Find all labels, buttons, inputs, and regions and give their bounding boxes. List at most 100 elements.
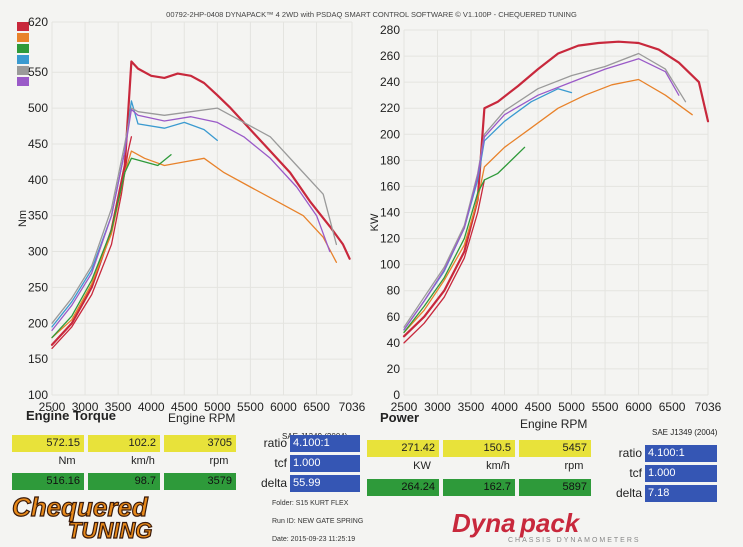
torque-xtick-label: 3500 [105, 400, 132, 414]
power-tcf-value: 1.000 [645, 465, 717, 482]
power-ytick-label: 120 [380, 232, 400, 246]
torque-xtick-label: 3000 [72, 400, 99, 414]
torque-chart-title: Engine Torque [26, 408, 117, 423]
power-ytick-label: 140 [380, 206, 400, 220]
power-peak-speed: 150.5 [443, 440, 515, 457]
power-ytick-label: 280 [380, 23, 400, 37]
torque-xtick-label: 5000 [204, 400, 231, 414]
torque-ytick-label: 250 [28, 280, 48, 294]
power-ytick-label: 240 [380, 75, 400, 89]
power-xtick-label: 6500 [659, 400, 686, 414]
torque-ratio-label: ratio [263, 436, 287, 450]
power-ytick-label: 260 [380, 49, 400, 63]
power-tcf-label: tcf [629, 466, 642, 480]
legend-swatch [17, 55, 29, 64]
power-delta-label: delta [615, 486, 642, 500]
torque-ratio-value: 4.100:1 [290, 435, 360, 452]
torque-series-line [51, 154, 172, 339]
folder-info: Folder: S15 KURT FLEX [272, 500, 349, 507]
svg-text:pack: pack [519, 508, 581, 538]
torque-unit-rpm: rpm [209, 455, 229, 467]
power-compare-speed: 162.7 [443, 479, 515, 496]
power-xaxis-label: Engine RPM [520, 417, 588, 431]
torque-ytick-label: 350 [28, 209, 48, 223]
power-xtick-label: 5000 [558, 400, 585, 414]
torque-ytick-label: 400 [28, 173, 48, 187]
torque-delta-value: 55.99 [290, 475, 360, 492]
torque-delta-label: delta [260, 476, 287, 490]
run-id-info: Run ID: NEW GATE SPRING [272, 518, 364, 525]
power-ytick-label: 180 [380, 153, 400, 167]
power-xtick-label: 2500 [391, 400, 418, 414]
torque-ytick-label: 620 [28, 15, 48, 29]
power-ytick-label: 100 [380, 258, 400, 272]
power-yaxis-label: KW [369, 213, 381, 231]
torque-compare-rpm: 3579 [164, 473, 236, 490]
power-series-line [402, 40, 710, 338]
torque-series-line [51, 100, 218, 328]
torque-xtick-label: 5500 [237, 400, 264, 414]
power-ytick-label: 220 [380, 101, 400, 115]
torque-series-line [51, 108, 331, 332]
torque-xtick-label: 4000 [138, 400, 165, 414]
torque-series-line [51, 136, 133, 350]
torque-ytick-label: 300 [28, 245, 48, 259]
power-xtick-label: 7036 [695, 400, 722, 414]
torque-compare-speed: 98.7 [88, 473, 160, 490]
power-sae-note: SAE J1349 (2004) [652, 428, 718, 437]
power-xtick-label: 3500 [458, 400, 485, 414]
torque-xtick-label: 4500 [171, 400, 198, 414]
date-info: Date: 2015-09-23 11:25:19 [272, 536, 356, 543]
power-ytick-label: 0 [393, 388, 400, 402]
legend-swatch [17, 77, 29, 86]
power-ytick-label: 200 [380, 127, 400, 141]
power-series-line [403, 52, 687, 328]
svg-text:Dyna: Dyna [452, 508, 516, 538]
power-unit-kmh: km/h [486, 460, 510, 472]
dynapack-logo: Dyna pack CHASSIS DYNAMOMETERS [452, 508, 639, 544]
power-peak-value: 271.42 [367, 440, 439, 457]
power-xtick-label: 4000 [491, 400, 518, 414]
power-ratio-value: 4.100:1 [645, 445, 717, 462]
power-ytick-label: 80 [387, 284, 401, 298]
torque-xtick-label: 7036 [339, 400, 366, 414]
legend-swatch [17, 22, 29, 31]
torque-tcf-label: tcf [274, 456, 287, 470]
legend-swatch [17, 44, 29, 53]
torque-series-line [51, 107, 338, 324]
power-series-line [403, 58, 680, 331]
power-chart-title: Power [380, 410, 420, 425]
power-ytick-label: 60 [387, 310, 401, 324]
torque-unit-kmh: km/h [131, 455, 155, 467]
legend-swatch [17, 66, 29, 75]
svg-text:Chequered: Chequered [12, 492, 149, 522]
torque-ytick-label: 550 [28, 65, 48, 79]
series-color-legend [17, 22, 31, 88]
power-peak-rpm: 5457 [519, 440, 591, 457]
torque-xtick-label: 6500 [303, 400, 330, 414]
power-unit-rpm: rpm [564, 460, 584, 472]
power-compare-value: 264.24 [367, 479, 439, 496]
torque-tcf-value: 1.000 [290, 455, 360, 472]
torque-ytick-label: 100 [28, 388, 48, 402]
power-xtick-label: 5500 [592, 400, 619, 414]
power-series-line [403, 146, 526, 334]
torque-peak-speed: 102.2 [88, 435, 160, 452]
power-series-line [403, 179, 486, 344]
torque-compare-value: 516.16 [12, 473, 84, 490]
power-series-line [403, 78, 693, 334]
torque-yaxis-label: Nm [17, 210, 29, 227]
torque-series-line [50, 60, 351, 346]
power-compare-rpm: 5897 [519, 479, 591, 496]
power-xtick-label: 3000 [424, 400, 451, 414]
power-unit-kw: KW [413, 460, 431, 472]
chequered-tuning-logo: Chequered TUNING [11, 491, 153, 542]
svg-text:TUNING: TUNING [68, 518, 152, 542]
power-delta-value: 7.18 [645, 485, 717, 502]
power-ytick-label: 160 [380, 179, 400, 193]
torque-xtick-label: 6000 [270, 400, 297, 414]
power-xtick-label: 6000 [625, 400, 652, 414]
torque-unit-nm: Nm [58, 455, 76, 467]
power-ytick-label: 20 [387, 362, 401, 376]
